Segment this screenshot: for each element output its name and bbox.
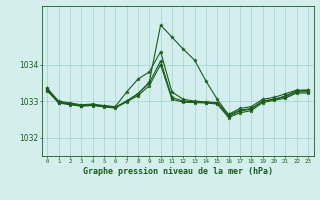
X-axis label: Graphe pression niveau de la mer (hPa): Graphe pression niveau de la mer (hPa) [83, 167, 273, 176]
